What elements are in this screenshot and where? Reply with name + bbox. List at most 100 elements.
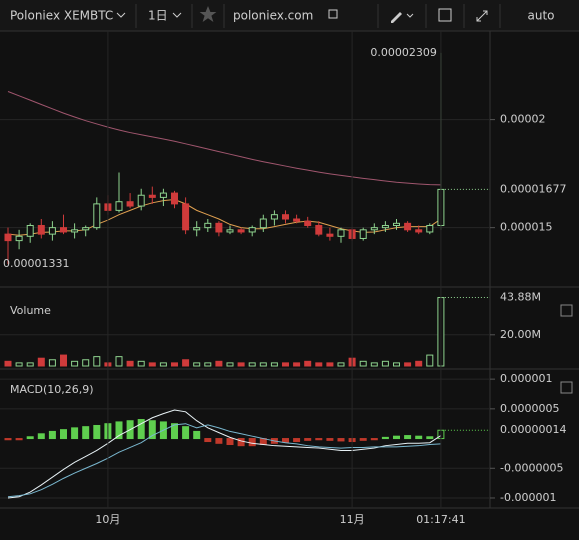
histogram-bar: [381, 436, 389, 440]
volume-bar: [126, 360, 134, 367]
volume-bar: [93, 356, 101, 367]
volume-bar: [426, 354, 434, 367]
toolbar: Poloniex XEMBTC 1日 poloniex.com auto: [0, 0, 579, 32]
volume-bar: [415, 360, 423, 367]
candle-body: [315, 224, 323, 235]
pane-title: MACD(10,26,9): [10, 383, 94, 396]
candle-body: [270, 214, 278, 220]
candle-body: [82, 227, 90, 231]
candle-body: [71, 229, 79, 233]
star-icon[interactable]: [199, 6, 217, 22]
macd-label: 0.00000014: [500, 423, 566, 436]
y-tick-label: 0.00002: [500, 113, 546, 126]
volume-bar: [193, 362, 201, 367]
histogram-bar: [370, 438, 378, 441]
candle-body: [293, 218, 301, 222]
histogram-bar: [115, 421, 123, 440]
histogram-bar: [171, 423, 178, 440]
histogram-bar: [248, 438, 256, 447]
candle-body: [37, 224, 45, 235]
histogram-bar: [226, 438, 234, 445]
candle-body: [93, 203, 101, 229]
candle-body: [248, 227, 256, 233]
candle-body: [193, 227, 201, 231]
histogram-bar: [15, 438, 23, 441]
candle-body: [226, 229, 234, 233]
histogram-bar: [148, 420, 156, 440]
histogram-bar: [60, 429, 67, 440]
histogram-bar: [193, 430, 201, 440]
volume-bar: [370, 362, 378, 367]
candle-body: [60, 227, 67, 233]
indicator-icon[interactable]: [438, 8, 452, 22]
last-price-label: 0.00001677: [500, 182, 566, 195]
candle-body: [359, 229, 367, 239]
y-tick-label: 20.00M: [500, 328, 541, 341]
volume-bar: [4, 360, 12, 367]
pane-title: Volume: [10, 304, 51, 317]
volume-bar: [304, 360, 312, 367]
histogram-bar: [215, 438, 223, 444]
candle-body: [381, 224, 389, 229]
candle-body: [370, 227, 378, 231]
volume-bar: [404, 362, 412, 367]
fullscreen-icon[interactable]: [476, 10, 488, 22]
histogram-bar: [237, 438, 245, 447]
y-tick-label: 0.0000005: [500, 402, 560, 415]
volume-bar: [159, 362, 167, 367]
histogram-bar: [337, 438, 345, 442]
volume-bar: [248, 362, 256, 367]
volume-bar: [182, 359, 190, 367]
scale-mode[interactable]: auto: [527, 9, 554, 23]
volume-bar: [115, 356, 123, 367]
volume-bar: [60, 354, 67, 367]
volume-bar: [26, 362, 34, 367]
macd-line: [7, 423, 441, 498]
volume-bar: [15, 362, 23, 367]
histogram-bar: [293, 438, 301, 443]
candle-body: [393, 222, 400, 226]
candle-body: [326, 233, 334, 237]
y-tick-label: 0.000015: [500, 221, 553, 234]
histogram-bar: [404, 435, 412, 440]
interval[interactable]: 1日: [148, 9, 168, 23]
symbol[interactable]: Poloniex XEMBTC: [10, 9, 113, 23]
histogram-bar: [71, 427, 79, 440]
y-tick-label: 0.000001: [500, 372, 553, 385]
volume-bar: [148, 362, 156, 367]
histogram-bar: [4, 438, 12, 441]
candle-body: [126, 201, 134, 207]
low-label: 0.00001331: [3, 257, 69, 270]
volume-bar: [337, 362, 345, 367]
histogram-bar: [393, 435, 400, 440]
volume-label: 43.88M: [500, 291, 541, 304]
histogram-bar: [304, 438, 312, 441]
candle-body: [182, 203, 190, 231]
popout-icon[interactable]: [328, 9, 338, 19]
volume-bar: [259, 362, 267, 367]
volume-bar: [204, 362, 212, 367]
y-tick-label: -0.0000005: [500, 461, 563, 474]
histogram-bar: [204, 438, 212, 443]
volume-bar: [293, 362, 301, 367]
draw-icon[interactable]: [391, 12, 402, 23]
volume-bar: [226, 362, 234, 367]
candle-body: [15, 235, 23, 242]
macd-line: [7, 409, 442, 499]
histogram-bar: [182, 426, 190, 440]
candle-body: [404, 222, 412, 231]
candle-body: [48, 227, 56, 235]
volume-bar: [71, 360, 79, 367]
moving-average: [7, 91, 441, 186]
volume-bar: [37, 357, 45, 367]
volume-bar: [137, 360, 145, 367]
histogram-bar: [82, 426, 90, 440]
close-volume[interactable]: [560, 304, 573, 317]
candle-body: [4, 233, 12, 242]
volume-bar: [215, 360, 223, 367]
site[interactable]: poloniex.com: [233, 9, 313, 23]
candle-body: [215, 222, 223, 233]
close-macd[interactable]: [560, 381, 573, 394]
histogram-bar: [37, 433, 45, 440]
